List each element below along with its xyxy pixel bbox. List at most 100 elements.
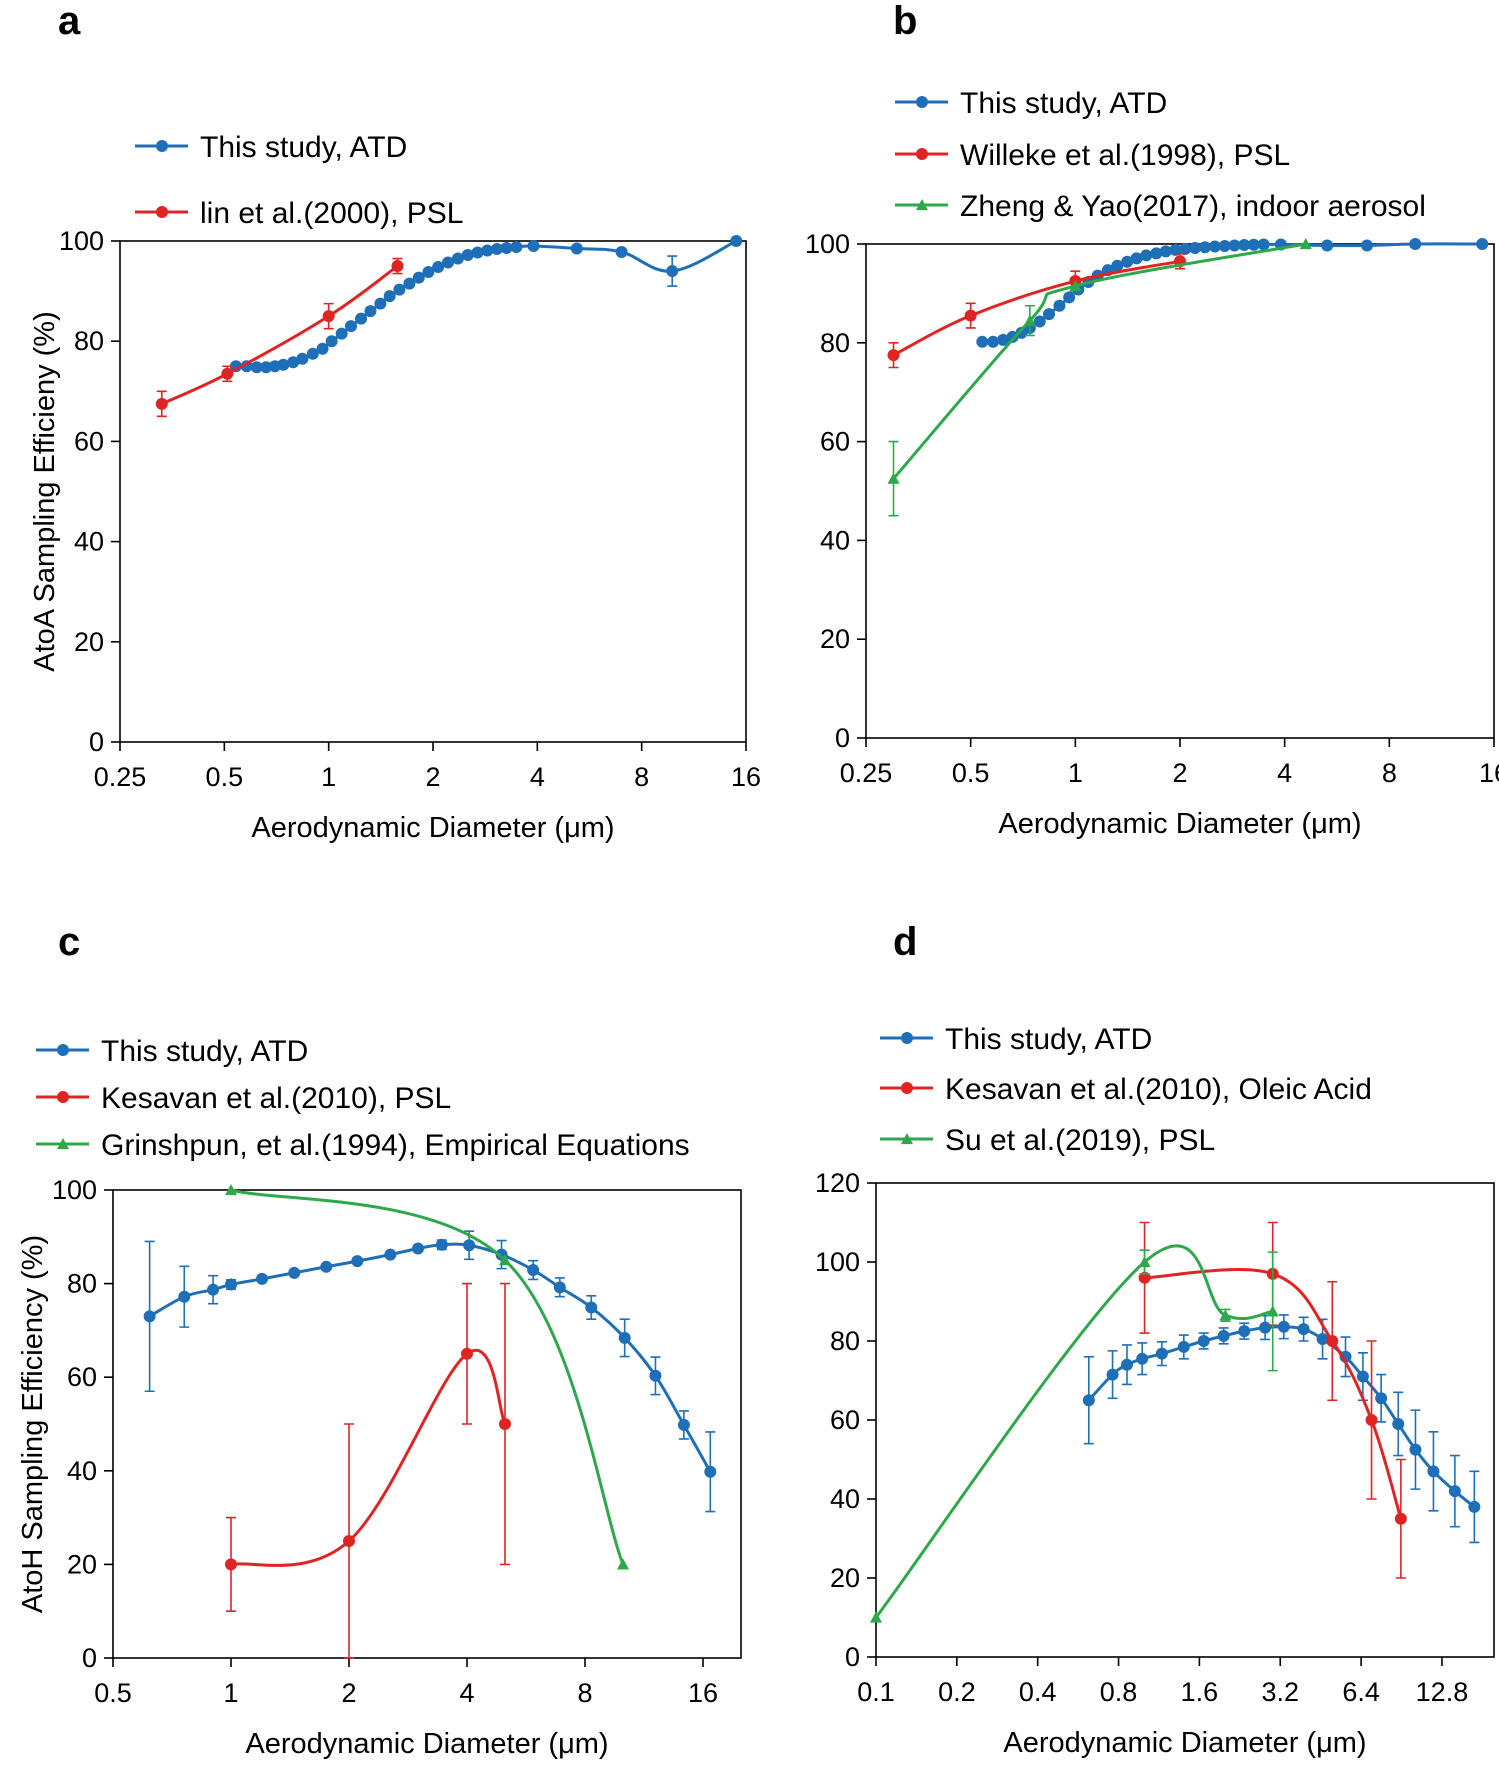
data-point <box>1326 1335 1339 1347</box>
series-red <box>225 1282 511 1659</box>
x-tick-label: 16 <box>688 1678 718 1708</box>
x-tick-label: 0.5 <box>206 762 244 792</box>
y-tick-label: 60 <box>67 1362 97 1392</box>
data-point <box>1033 315 1046 328</box>
data-point <box>343 1535 356 1547</box>
x-tick-label: 4 <box>1277 758 1292 788</box>
series-green <box>887 238 1312 517</box>
data-point <box>1409 238 1422 250</box>
x-tick-label: 0.5 <box>94 1678 132 1708</box>
data-point <box>351 1255 364 1268</box>
data-point <box>345 320 358 333</box>
y-tick-label: 100 <box>59 226 104 256</box>
data-point <box>1111 259 1124 272</box>
x-tick-label: 1 <box>321 762 336 792</box>
data-point <box>1189 241 1202 254</box>
series-line <box>982 242 1483 344</box>
data-point <box>1448 1485 1461 1498</box>
data-point <box>704 1465 717 1478</box>
data-point <box>155 397 168 410</box>
legend-marker <box>156 206 168 218</box>
data-point <box>570 242 583 255</box>
y-tick-label: 60 <box>74 426 104 456</box>
x-tick-label: 0.1 <box>857 1677 895 1707</box>
data-point <box>500 242 513 255</box>
data-point <box>1177 1340 1190 1353</box>
data-point <box>461 249 474 262</box>
data-point <box>306 347 319 360</box>
series-red <box>155 257 404 418</box>
x-tick-label: 3.2 <box>1261 1677 1299 1707</box>
data-point <box>527 1264 540 1277</box>
data-point <box>1257 238 1270 251</box>
y-axis-label-c: AtoH Sampling Efficiency (%) <box>17 1235 49 1613</box>
y-tick-label: 0 <box>835 723 850 753</box>
series-red <box>1138 1221 1407 1579</box>
data-point <box>320 1260 333 1273</box>
data-point <box>618 1331 631 1344</box>
data-point <box>987 335 1000 348</box>
data-point <box>374 297 387 310</box>
data-point <box>1259 1321 1272 1334</box>
data-point <box>1140 249 1153 262</box>
data-point <box>677 1418 690 1431</box>
x-axis-label-d: Aerodynamic Diameter (μm) <box>1003 1727 1366 1759</box>
y-tick-label: 40 <box>830 1484 860 1514</box>
legend-entry: Kesavan et al.(2010), PSL <box>36 1082 451 1115</box>
legend-entry: This study, ATD <box>135 131 407 164</box>
data-point <box>364 305 377 318</box>
data-point <box>1360 239 1373 252</box>
data-point <box>730 235 743 247</box>
data-point <box>1218 239 1231 252</box>
y-tick-label: 60 <box>820 427 850 457</box>
x-tick-label: 4 <box>459 1678 474 1708</box>
data-point <box>1277 1320 1290 1333</box>
data-point <box>1159 245 1172 258</box>
x-tick-label: 2 <box>1172 758 1187 788</box>
x-tick-label: 16 <box>1479 758 1499 788</box>
data-point <box>976 335 989 348</box>
data-point <box>1427 1465 1440 1478</box>
legend-marker <box>57 1091 69 1103</box>
data-point <box>296 352 309 365</box>
data-point <box>393 283 406 296</box>
legend-label: Kesavan et al.(2010), PSL <box>101 1082 451 1115</box>
legend-c: This study, ATD Kesavan et al.(2010), PSL… <box>36 1035 690 1162</box>
data-point <box>412 271 425 284</box>
data-point <box>221 367 234 380</box>
y-tick-label: 20 <box>830 1563 860 1593</box>
axes-b: 0.25 0.5 1 2 4 8 16 0 20 40 60 80 100 <box>805 229 1499 788</box>
data-point <box>1476 238 1489 250</box>
data-point <box>1198 241 1211 254</box>
legend-marker <box>57 1044 69 1056</box>
y-tick-label: 80 <box>820 328 850 358</box>
panel-label-a: a <box>58 0 81 43</box>
data-point <box>463 1239 476 1252</box>
data-point <box>649 1369 662 1382</box>
x-tick-label: 6.4 <box>1342 1677 1380 1707</box>
data-point <box>471 246 484 259</box>
data-point <box>997 333 1010 346</box>
data-point <box>1228 239 1241 252</box>
data-point <box>1392 1417 1405 1430</box>
data-point <box>1138 1271 1151 1284</box>
data-point <box>422 266 435 279</box>
series-blue <box>229 235 743 374</box>
y-tick-label: 40 <box>67 1456 97 1486</box>
data-point <box>287 356 300 369</box>
data-point <box>964 309 977 322</box>
data-point <box>1468 1500 1481 1513</box>
series-line <box>892 259 1181 357</box>
y-tick-label: 100 <box>805 229 850 259</box>
plot-area-b <box>865 243 1495 739</box>
data-point <box>1219 1309 1232 1321</box>
legend-marker <box>901 1133 913 1145</box>
series-line <box>892 242 1307 480</box>
series-green <box>225 1184 629 1570</box>
legend-marker <box>916 199 928 211</box>
series-line <box>874 1244 1274 1619</box>
data-point <box>1217 1329 1230 1342</box>
legend-label: Grinshpun, et al.(1994), Empirical Equat… <box>101 1129 690 1162</box>
data-point <box>1150 247 1163 260</box>
data-point <box>666 265 679 278</box>
